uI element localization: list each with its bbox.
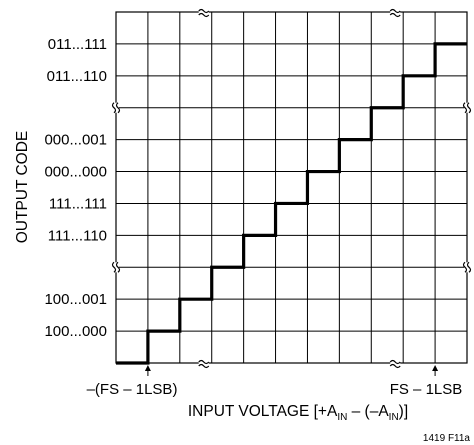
break-tilde [198, 8, 210, 14]
x-axis-title: INPUT VOLTAGE [+AIN – (–AIN)] [188, 403, 408, 423]
y-tick-label: 011...110 [47, 68, 107, 85]
axis-break-marks [111, 8, 472, 369]
break-gap [113, 102, 119, 113]
break-tilde [389, 359, 401, 365]
figure-id: 1419 F11a [423, 433, 471, 444]
break-gap [198, 360, 209, 366]
break-tilde [462, 102, 468, 114]
break-tilde [115, 261, 121, 273]
annotation-arrow-head [432, 365, 439, 371]
break-gap [464, 102, 470, 113]
annotation-arrow-head [144, 365, 151, 371]
x-annotation-label: FS – 1LSB [390, 381, 463, 398]
y-tick-label: 111...111 [49, 195, 107, 212]
break-gap [198, 9, 209, 15]
x-axis-title-sub-2: IN [389, 412, 399, 423]
break-tilde [111, 102, 117, 114]
break-gap [390, 360, 401, 366]
break-tilde [198, 363, 210, 369]
plot-frame [115, 11, 468, 364]
y-tick-label: 011...111 [48, 36, 107, 53]
output-code-step-series [116, 42, 467, 365]
y-tick-label: 111...110 [48, 227, 107, 244]
break-tilde [111, 261, 117, 273]
break-gap [113, 262, 119, 273]
break-tilde [389, 8, 401, 14]
break-tilde [466, 102, 472, 114]
y-tick-label: 000...001 [44, 132, 107, 149]
x-axis-title-part-1: INPUT VOLTAGE [+A [188, 403, 338, 420]
x-annotations: –(FS – 1LSB) FS – 1LSB [87, 365, 463, 398]
x-axis-title-part-2: – (–A [347, 403, 389, 420]
break-gap [390, 9, 401, 15]
x-axis-title-sub-1: IN [337, 412, 347, 423]
y-axis-title: OUTPUT CODE [14, 131, 31, 244]
break-gap [464, 262, 470, 273]
break-tilde [198, 12, 210, 18]
y-tick-label: 100...001 [44, 291, 107, 308]
x-axis-title-part-3: )] [399, 403, 408, 420]
break-tilde [198, 359, 210, 365]
y-tick-label: 100...000 [44, 323, 107, 340]
break-tilde [466, 261, 472, 273]
break-tilde [389, 363, 401, 369]
x-annotation-label: –(FS – 1LSB) [87, 381, 178, 398]
break-tilde [389, 12, 401, 18]
y-tick-labels: 100...000 100...001 111...110 111...111 000.… [44, 36, 107, 340]
y-tick-label: 000...000 [44, 164, 107, 181]
break-tilde [462, 261, 468, 273]
chart-grid [116, 12, 467, 363]
break-tilde [115, 102, 121, 114]
